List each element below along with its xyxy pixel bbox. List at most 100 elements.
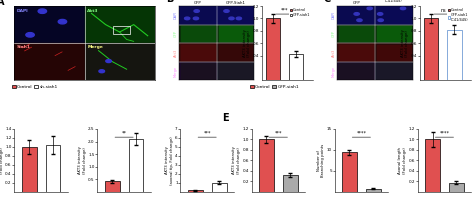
Bar	[129, 139, 143, 192]
Bar	[342, 152, 357, 192]
Bar	[337, 6, 375, 25]
Bar	[179, 25, 217, 43]
Bar	[181, 45, 215, 60]
Circle shape	[99, 70, 105, 73]
Y-axis label: AKT3 intensity
(Fold change): AKT3 intensity (Fold change)	[401, 29, 409, 57]
Text: E: E	[222, 113, 228, 123]
Bar	[217, 6, 254, 25]
Y-axis label: Axon length
(Fold change): Axon length (Fold change)	[0, 147, 4, 174]
Circle shape	[38, 9, 47, 13]
Text: GFP-Siah1
(C41/44S): GFP-Siah1 (C41/44S)	[385, 0, 403, 3]
Text: GFP-Siah1: GFP-Siah1	[226, 1, 246, 5]
Bar	[283, 175, 298, 192]
Text: ns: ns	[440, 8, 446, 13]
Text: DAPI: DAPI	[174, 11, 178, 19]
Bar	[218, 63, 252, 79]
Bar	[375, 43, 413, 62]
Circle shape	[367, 7, 372, 10]
Bar	[14, 43, 85, 80]
Circle shape	[378, 19, 383, 22]
Text: DAPI: DAPI	[17, 9, 29, 13]
Y-axis label: AKT3 intensity
(Fold change): AKT3 intensity (Fold change)	[243, 29, 251, 57]
Bar	[217, 25, 254, 43]
Bar	[218, 45, 252, 60]
Bar	[375, 6, 413, 25]
Circle shape	[194, 10, 199, 12]
Text: GFP: GFP	[174, 30, 178, 37]
Text: Siah1: Siah1	[17, 45, 31, 49]
Legend: Control, GFP-siah1
(C41/44S): Control, GFP-siah1 (C41/44S)	[447, 8, 469, 22]
Bar	[377, 26, 411, 41]
Legend: Control, GFP-siah1: Control, GFP-siah1	[289, 8, 311, 18]
Bar	[449, 183, 464, 192]
Bar	[337, 62, 375, 80]
Bar	[113, 26, 130, 34]
Bar	[181, 26, 215, 41]
Bar	[424, 18, 438, 80]
Y-axis label: Number of
Branching points: Number of Branching points	[317, 144, 325, 177]
Circle shape	[357, 19, 362, 22]
Circle shape	[236, 17, 241, 20]
Bar	[85, 43, 155, 80]
Bar	[289, 54, 303, 80]
Text: ****: ****	[439, 131, 449, 136]
Text: Merge: Merge	[87, 45, 103, 49]
Text: Akt3: Akt3	[174, 48, 178, 57]
Y-axis label: AKT3 intensity
(Fold change): AKT3 intensity (Fold change)	[232, 147, 241, 174]
Bar	[377, 45, 411, 60]
Bar	[259, 139, 274, 192]
Bar	[425, 139, 440, 192]
Legend: Control, GFP-siah1: Control, GFP-siah1	[250, 85, 299, 89]
Bar	[212, 183, 227, 192]
Bar	[266, 18, 280, 80]
Circle shape	[193, 17, 198, 20]
Bar	[339, 63, 373, 79]
Text: A: A	[0, 0, 5, 7]
Bar	[188, 190, 203, 192]
Circle shape	[354, 13, 359, 15]
Y-axis label: AKT3 intensity
(axonal tip, Fold change): AKT3 intensity (axonal tip, Fold change)	[165, 136, 174, 185]
Text: GFP: GFP	[332, 30, 336, 37]
Text: GFP: GFP	[194, 1, 202, 5]
Text: GFP: GFP	[352, 1, 360, 5]
Bar	[218, 26, 252, 41]
Text: Akt3: Akt3	[87, 9, 99, 13]
Text: Merge: Merge	[174, 66, 178, 77]
Text: C: C	[324, 0, 331, 4]
Bar	[375, 62, 413, 80]
Text: ***: ***	[275, 131, 282, 136]
Text: Merge: Merge	[332, 66, 336, 77]
Text: ***: ***	[281, 8, 288, 13]
Legend: Control, sh-siah1: Control, sh-siah1	[12, 85, 58, 89]
Circle shape	[106, 60, 111, 63]
Text: DAPI: DAPI	[332, 11, 336, 19]
Circle shape	[58, 19, 67, 24]
Bar	[105, 181, 119, 192]
Circle shape	[224, 10, 229, 12]
Bar	[339, 45, 373, 60]
Bar	[179, 43, 217, 62]
Circle shape	[400, 7, 406, 10]
Bar	[179, 62, 217, 80]
Circle shape	[185, 17, 190, 20]
Bar	[337, 43, 375, 62]
Bar	[46, 145, 60, 192]
Circle shape	[377, 13, 383, 15]
Bar	[447, 30, 462, 80]
Bar	[14, 6, 85, 43]
Text: ***: ***	[203, 131, 211, 136]
Bar	[375, 25, 413, 43]
Bar	[337, 25, 375, 43]
Circle shape	[229, 17, 234, 20]
Bar	[339, 26, 373, 41]
Bar	[217, 62, 254, 80]
Y-axis label: Axonal length
(Fold change): Axonal length (Fold change)	[398, 147, 407, 174]
Bar	[366, 189, 381, 192]
Text: B: B	[166, 0, 173, 4]
Bar	[217, 43, 254, 62]
Circle shape	[26, 33, 34, 37]
Text: Akt3: Akt3	[332, 48, 336, 57]
Bar	[85, 6, 155, 43]
Y-axis label: AKT3 intensity
(Fold change): AKT3 intensity (Fold change)	[78, 147, 87, 174]
Text: ****: ****	[357, 131, 367, 136]
